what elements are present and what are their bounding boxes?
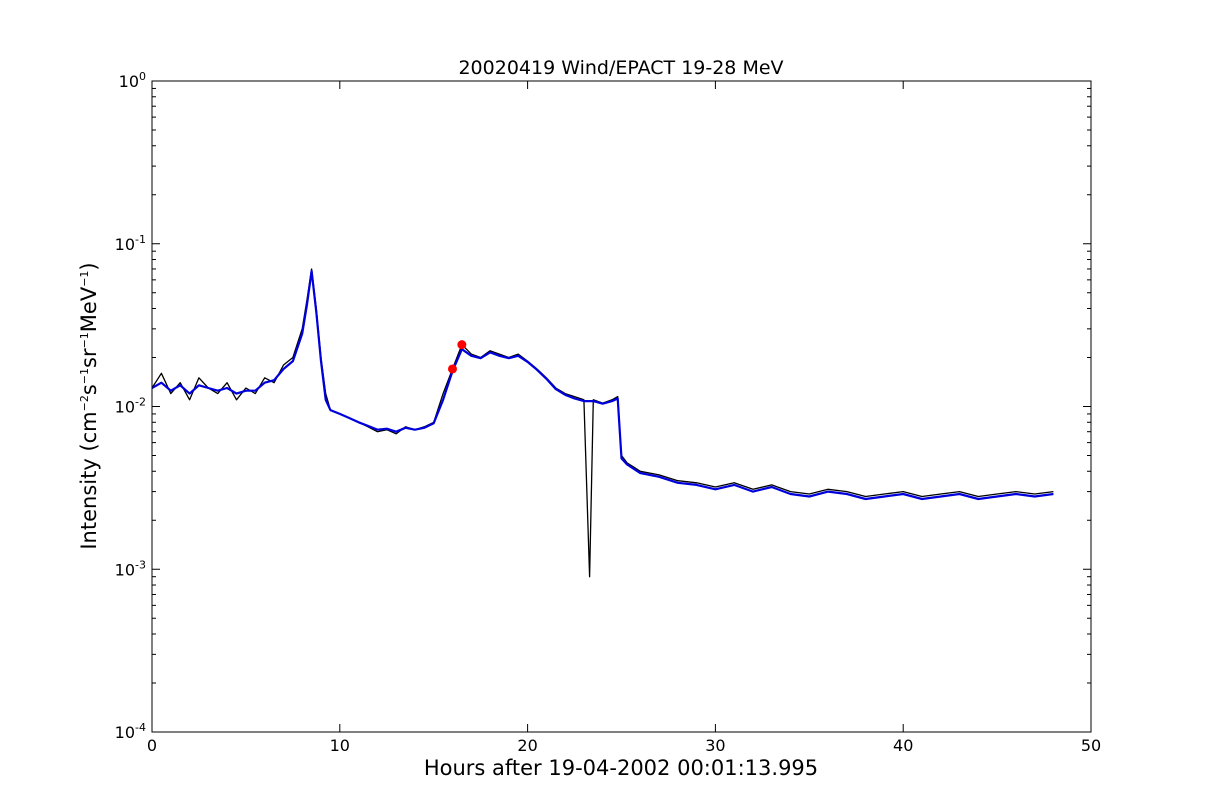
y-axis-label-mid2: sr (77, 348, 101, 368)
x-axis-label: Hours after 19-04-2002 00:01:13.995 (424, 756, 818, 780)
y-axis-label-exp2: −1 (78, 368, 91, 384)
y-axis-label: Intensity (cm−2s−1sr−1MeV−1) (77, 262, 101, 549)
y-tick-label: 10-3 (115, 558, 146, 579)
chart-title: 20020419 Wind/EPACT 19-28 MeV (458, 57, 783, 79)
y-tick-label: 100 (119, 70, 146, 91)
y-axis-label-prefix: Intensity (cm (77, 411, 101, 549)
x-tick-label: 30 (705, 736, 725, 755)
series-line-2 (152, 269, 1054, 501)
tick-layer: 0 10 20 30 40 50 10-4 10-3 10-2 10-1 100 (115, 70, 1102, 755)
x-tick-label: 20 (517, 736, 537, 755)
y-axis-label-mid1: s (77, 384, 101, 395)
marker-point-1 (447, 364, 457, 374)
x-tick-label: 10 (330, 736, 350, 755)
x-tick-label: 40 (893, 736, 913, 755)
y-tick-label: 10-1 (115, 233, 146, 254)
marker-layer (447, 340, 467, 374)
y-axis-label-exp3: −1 (78, 332, 91, 348)
y-tick-label: 10-4 (115, 721, 146, 742)
y-axis-label-suffix: ) (77, 262, 101, 270)
x-tick-label: 50 (1081, 736, 1101, 755)
y-axis-label-exp1: −2 (78, 395, 91, 411)
marker-point-2 (457, 340, 467, 350)
series-layer (152, 268, 1054, 578)
y-axis-label-mid3: MeV (77, 286, 101, 332)
plot-frame (151, 80, 1092, 733)
y-axis-label-exp4: −1 (78, 271, 91, 287)
x-tick-label: 0 (147, 736, 157, 755)
series-line-1 (152, 268, 1054, 578)
y-tick-label: 10-2 (115, 396, 146, 417)
